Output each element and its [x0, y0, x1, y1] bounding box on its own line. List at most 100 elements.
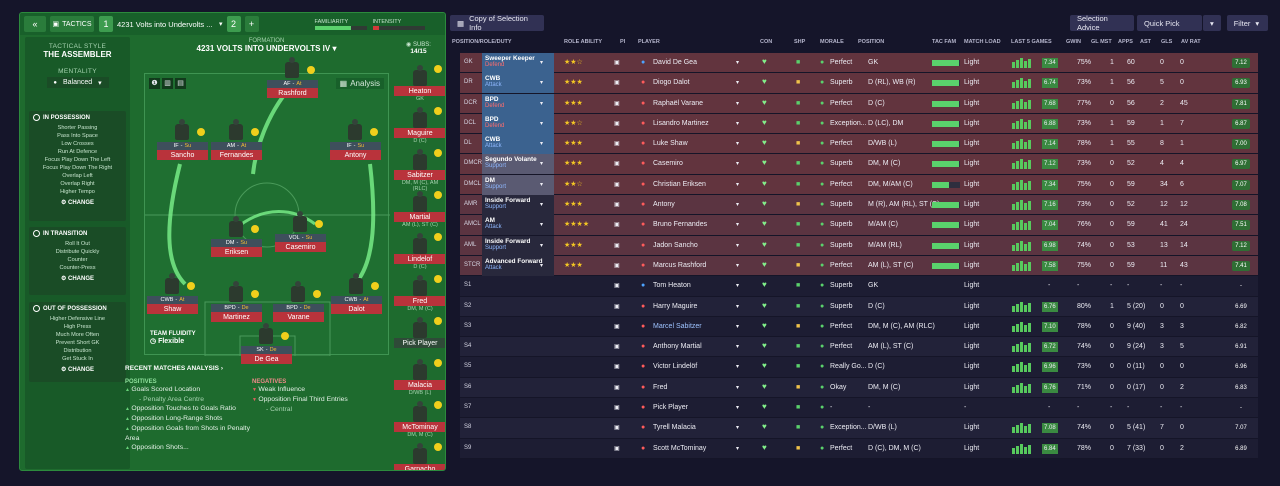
column-header[interactable]: POSITION/ROLE/DUTY [452, 39, 512, 45]
player-name[interactable]: Tyrell Malacia [653, 424, 696, 432]
filter-button[interactable]: Filter ▾ [1226, 15, 1268, 31]
role-duty-select[interactable]: DM Support [482, 174, 554, 195]
table-row[interactable]: DCL BPD Defend ▾ ★★☆ ▣ ● Lisandro Martinez ▾ ♥ ■ ● E… [460, 113, 1258, 135]
table-row[interactable]: S3 ▣ ● Marcel Sabitzer ▾ ♥ ■ ● Perfect DM, M (C),… [460, 316, 1258, 338]
player-instructions-icon[interactable]: ▣ [614, 303, 620, 310]
table-row[interactable]: DMCR Segundo Volante Support ▾ ★★★ ▣ ● Casemiro… [460, 154, 1258, 175]
player-name[interactable]: Harry Maguire [653, 302, 698, 310]
role-duty-select[interactable]: Sweeper Keeper Defend [482, 53, 554, 73]
add-tactic-button[interactable]: + [244, 16, 259, 32]
player-name[interactable]: Christian Eriksen [653, 180, 706, 188]
change-transition-button[interactable]: ⚙ CHANGE [60, 276, 95, 282]
pitch-player-card[interactable]: BPD - De Varane [273, 304, 324, 322]
chevron-down-icon[interactable]: ▾ [736, 405, 740, 412]
chevron-down-icon[interactable]: ▾ [736, 384, 740, 391]
role-duty-select[interactable]: CWB Attack [482, 73, 554, 94]
player-name[interactable]: Diogo Dalot [653, 79, 690, 87]
role-duty-select[interactable]: Inside Forward Support [482, 195, 554, 216]
chevron-down-icon[interactable]: ▾ [736, 364, 740, 371]
table-row[interactable]: S6 ▣ ● Fred ▾ ♥ ■ ● Okay DM, M (C) Light 6.76 71% 0 0 … [460, 377, 1258, 399]
role-duty-select[interactable]: Inside Forward Support [482, 235, 554, 256]
player-name[interactable]: Marcus Rashford [653, 261, 707, 269]
column-header[interactable]: GL MST [1091, 39, 1112, 45]
tactic-name[interactable]: 4231 Volts into Undervolts ... [117, 19, 213, 29]
chevron-down-icon[interactable]: ▾ [736, 222, 740, 229]
chevron-down-icon[interactable]: ▾ [736, 181, 740, 188]
chevron-down-icon[interactable]: ▾ [736, 141, 740, 148]
table-row[interactable]: STCR Advanced Forward Attack ▾ ★★★ ▣ ● Marcus R… [460, 255, 1258, 277]
analysis-button[interactable]: ▦ Analysis [335, 78, 384, 89]
player-name[interactable]: Luke Shaw [653, 140, 688, 148]
table-row[interactable]: GK Sweeper Keeper Defend ▾ ★★☆ ▣ ● David De Gea… [460, 53, 1258, 74]
player-instructions-icon[interactable]: ▣ [614, 120, 620, 127]
view-select[interactable]: ▦ Copy of Selection Info [450, 14, 544, 32]
chevron-down-icon[interactable]: ▾ [736, 100, 740, 107]
player-name[interactable]: Lisandro Martinez [653, 119, 709, 127]
pitch-player-card[interactable]: VOL - Su Casemiro [275, 234, 326, 252]
column-header[interactable]: LAST 5 GAMES [1011, 39, 1052, 45]
player-instructions-icon[interactable]: ▣ [614, 323, 620, 330]
player-instructions-icon[interactable]: ▣ [614, 181, 620, 188]
chevron-down-icon[interactable]: ▾ [736, 425, 740, 432]
player-name[interactable]: Marcel Sabitzer [653, 322, 702, 330]
table-row[interactable]: AMR Inside Forward Support ▾ ★★★ ▣ ● Antony ▾ ♥ ■ ●… [460, 195, 1258, 216]
pitch-player-card[interactable]: AM - At Fernandes [211, 142, 262, 160]
column-header[interactable]: MATCH LOAD [964, 39, 1001, 45]
player-instructions-icon[interactable]: ▣ [614, 384, 620, 391]
table-row[interactable]: S2 ▣ ● Harry Maguire ▾ ♥ ■ ● Superb D (C) Light 6.7… [460, 296, 1258, 317]
player-name[interactable]: Bruno Fernandes [653, 221, 708, 229]
player-instructions-icon[interactable]: ▣ [614, 202, 620, 209]
column-header[interactable]: CON [760, 39, 773, 45]
chevron-down-icon[interactable]: ▾ [736, 80, 740, 87]
player-instructions-icon[interactable]: ▣ [614, 80, 620, 87]
player-name[interactable]: Antony [653, 201, 675, 209]
chevron-down-icon[interactable]: ▾ [736, 120, 740, 127]
substitute-card[interactable]: Malacia D/WB (L) [394, 359, 445, 398]
column-header[interactable]: TAC FAM [932, 39, 957, 45]
role-duty-select[interactable]: Segundo Volante Support [482, 154, 554, 175]
role-duty-select[interactable]: AM Attack [482, 215, 554, 236]
chevron-down-icon[interactable]: ▾ [736, 303, 740, 310]
column-header[interactable]: SHP [794, 39, 806, 45]
substitute-card[interactable]: Lindelof D (C) [394, 233, 445, 272]
table-row[interactable]: S5 ▣ ● Victor Lindelöf ▾ ♥ ■ ● Really Go... D (C)… [460, 357, 1258, 378]
tactic-slot-2[interactable]: 2 [226, 16, 241, 32]
player-instructions-icon[interactable]: ▣ [614, 425, 620, 432]
table-row[interactable]: AMCL AM Attack ▾ ★★★★ ▣ ● Bruno Fernandes ▾ ♥ ■ ● Su… [460, 215, 1258, 236]
table-row[interactable]: S1 ▣ ● Tom Heaton ▾ ♥ ■ ● Superb GK Light - - - - - - - [460, 276, 1258, 297]
pitch-player-card[interactable]: IF - Su Sancho [157, 142, 208, 160]
table-row[interactable]: AML Inside Forward Support ▾ ★★★ ▣ ● Jadon Sanc… [460, 235, 1258, 256]
player-name[interactable]: Victor Lindelöf [653, 363, 698, 371]
player-instructions-icon[interactable]: ▣ [614, 161, 620, 168]
chevron-down-icon[interactable]: ▾ [219, 21, 223, 28]
player-name[interactable]: Tom Heaton [653, 282, 691, 290]
player-name[interactable]: Jadon Sancho [653, 241, 698, 249]
column-header[interactable]: APPS [1118, 39, 1133, 45]
player-instructions-icon[interactable]: ▣ [614, 344, 620, 351]
substitute-card[interactable]: Sabitzer DM, M (C), AM (RLC) [394, 149, 445, 192]
table-row[interactable]: S7 ▣ ● Pick Player ▾ ♥ ■ ● - - - - - - - - - - [460, 398, 1258, 419]
player-instructions-icon[interactable]: ▣ [614, 445, 620, 452]
player-name[interactable]: Pick Player [653, 404, 689, 412]
chevron-down-icon[interactable]: ▾ [736, 242, 740, 249]
pitch-player-card[interactable]: BPD - De Martinez [211, 304, 262, 322]
mentality-select[interactable]: ● Balanced ▾ [46, 77, 109, 88]
analysis-link[interactable]: RECENT MATCHES ANALYSIS › [125, 365, 224, 372]
role-duty-select[interactable]: Advanced Forward Attack [482, 255, 554, 276]
chevron-down-icon[interactable]: ▾ [736, 202, 740, 209]
player-instructions-icon[interactable]: ▣ [614, 262, 620, 269]
table-row[interactable]: DCR BPD Defend ▾ ★★★ ▣ ● Raphaël Varane ▾ ♥ ■ ● Perf… [460, 93, 1258, 114]
selection-advice-button[interactable]: Selection Advice [1070, 14, 1135, 32]
quick-pick-button[interactable]: Quick Pick [1137, 15, 1202, 31]
column-header[interactable]: GLS [1161, 39, 1173, 45]
chevron-down-icon[interactable]: ▾ [736, 323, 740, 330]
pitch-player-card[interactable]: IF - Su Antony [330, 142, 381, 160]
substitute-card[interactable]: Pick Player [394, 317, 445, 356]
pitch-player-card[interactable]: DM - Su Eriksen [211, 239, 262, 257]
substitute-card[interactable]: Fred DM, M (C) [394, 275, 445, 314]
column-header[interactable]: MORALE [820, 39, 844, 45]
player-instructions-icon[interactable]: ▣ [614, 242, 620, 249]
chevron-down-icon[interactable]: ▾ [736, 60, 740, 66]
column-header[interactable]: ROLE ABILITY [564, 39, 602, 45]
substitute-card[interactable]: Martial AM (L), ST (C) [394, 191, 445, 230]
